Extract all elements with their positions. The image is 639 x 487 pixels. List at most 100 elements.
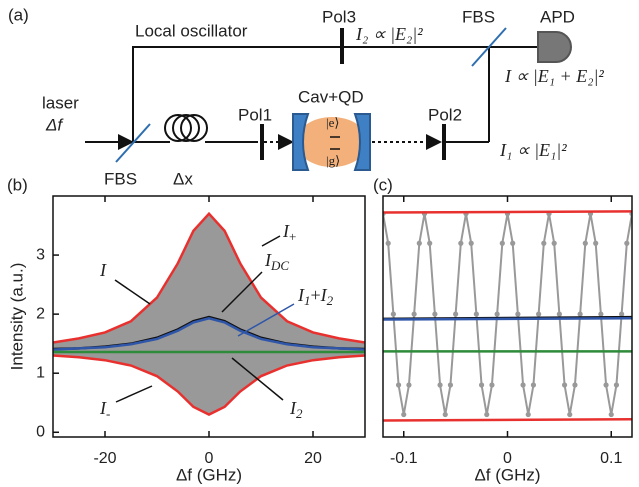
- x-tick-label: 0.1: [600, 450, 622, 467]
- label: |e⟩: [326, 115, 339, 130]
- fiber-coil: [164, 114, 192, 142]
- data-point: [385, 240, 391, 246]
- series-label: I1+I2: [297, 285, 334, 308]
- data-point: [401, 411, 407, 418]
- series-label: IDC: [264, 250, 289, 273]
- data-point: [453, 311, 459, 317]
- label: Pol3: [322, 7, 356, 26]
- data-point: [608, 411, 614, 418]
- series-line: [53, 354, 365, 416]
- data-point: [598, 311, 604, 317]
- label: FBS: [462, 7, 495, 26]
- data-point: [442, 411, 448, 418]
- data-point: [541, 240, 547, 246]
- label: APD: [540, 7, 575, 26]
- label: laser: [42, 93, 79, 112]
- data-point: [624, 240, 630, 246]
- beam-splitter: [471, 27, 507, 67]
- y-tick-label: 1: [36, 364, 45, 381]
- series-line: [53, 316, 365, 351]
- series-line: [383, 210, 632, 214]
- leader-line: [231, 357, 284, 401]
- data-point: [484, 411, 490, 418]
- data-point: [593, 240, 599, 246]
- data-point: [390, 311, 396, 317]
- leader-line: [114, 279, 151, 305]
- data-point: [510, 240, 516, 246]
- region-label: I: [99, 260, 107, 280]
- cavity-mirror: [353, 113, 371, 171]
- y-tick-label: 0: [36, 423, 45, 440]
- y-tick-label: 2: [36, 305, 45, 322]
- data-point: [437, 382, 443, 388]
- data-point: [572, 382, 578, 388]
- detector: [537, 31, 572, 63]
- data-point: [525, 411, 531, 418]
- data-point: [536, 311, 542, 317]
- series-label: I-: [99, 398, 110, 421]
- data-point: [515, 311, 521, 317]
- formula: I₂ ∝ |E₂|²: [355, 24, 423, 44]
- label: Pol1: [238, 105, 272, 124]
- leader-line: [261, 235, 281, 247]
- fiber-coil: [180, 114, 208, 142]
- label: Δf: [45, 115, 64, 134]
- data-point: [603, 382, 609, 388]
- data-point: [494, 311, 500, 317]
- data-point: [416, 240, 422, 246]
- x-axis-title: Δf (GHz): [176, 465, 242, 484]
- label: Δx: [173, 169, 193, 188]
- y-tick-label: 3: [36, 246, 45, 263]
- plot-area: [383, 210, 632, 422]
- series-label: I+: [282, 221, 296, 244]
- cavity-mirror: [292, 113, 310, 171]
- data-point: [619, 311, 625, 317]
- cavity-mode: [296, 117, 368, 167]
- data-point: [478, 382, 485, 388]
- x-tick-label: -0.1: [390, 450, 418, 467]
- formula: I₁ ∝ |E₁|²: [499, 140, 567, 160]
- signal-envelope: [53, 213, 365, 415]
- formula: I ∝ |E₁ + E₂|²: [504, 66, 604, 86]
- series-line: [383, 418, 632, 422]
- x-tick-label: 0: [205, 450, 214, 467]
- label: |g⟩: [326, 153, 340, 168]
- plot-area: [53, 211, 365, 416]
- data-point: [468, 240, 474, 246]
- data-point: [530, 382, 537, 388]
- leader-line: [115, 385, 153, 403]
- data-point: [520, 382, 526, 388]
- setup-diagram: [85, 27, 572, 171]
- panel-label: (b): [7, 175, 28, 194]
- x-tick-label: -20: [93, 450, 116, 467]
- data-point: [395, 382, 402, 388]
- x-axis-title: Δf (GHz): [474, 465, 540, 484]
- panel-label: (a): [8, 5, 29, 24]
- data-point: [551, 240, 557, 246]
- x-tick-label: 20: [304, 450, 322, 467]
- data-point: [447, 382, 454, 388]
- data-point: [556, 311, 562, 317]
- leader-line: [221, 271, 263, 313]
- label: Cav+QD: [298, 87, 364, 106]
- data-point: [561, 382, 568, 388]
- data-point: [432, 311, 438, 317]
- series-line: [53, 211, 365, 344]
- label: Pol2: [428, 105, 462, 124]
- data-point: [473, 311, 479, 317]
- data-point: [411, 311, 417, 317]
- series-label: I2: [289, 398, 303, 421]
- series-line: [383, 317, 632, 321]
- data-point: [406, 382, 412, 388]
- label: FBS: [104, 169, 137, 188]
- beam-splitter: [115, 123, 151, 163]
- data-point: [427, 240, 433, 246]
- label: Local oscillator: [135, 21, 248, 40]
- leader-line: [237, 303, 295, 337]
- x-tick-label: 0: [503, 450, 512, 467]
- panel-label: (c): [373, 175, 393, 194]
- y-axis-title: Intensity (a.u.): [7, 263, 26, 371]
- data-point: [582, 240, 588, 246]
- data-point: [613, 382, 620, 388]
